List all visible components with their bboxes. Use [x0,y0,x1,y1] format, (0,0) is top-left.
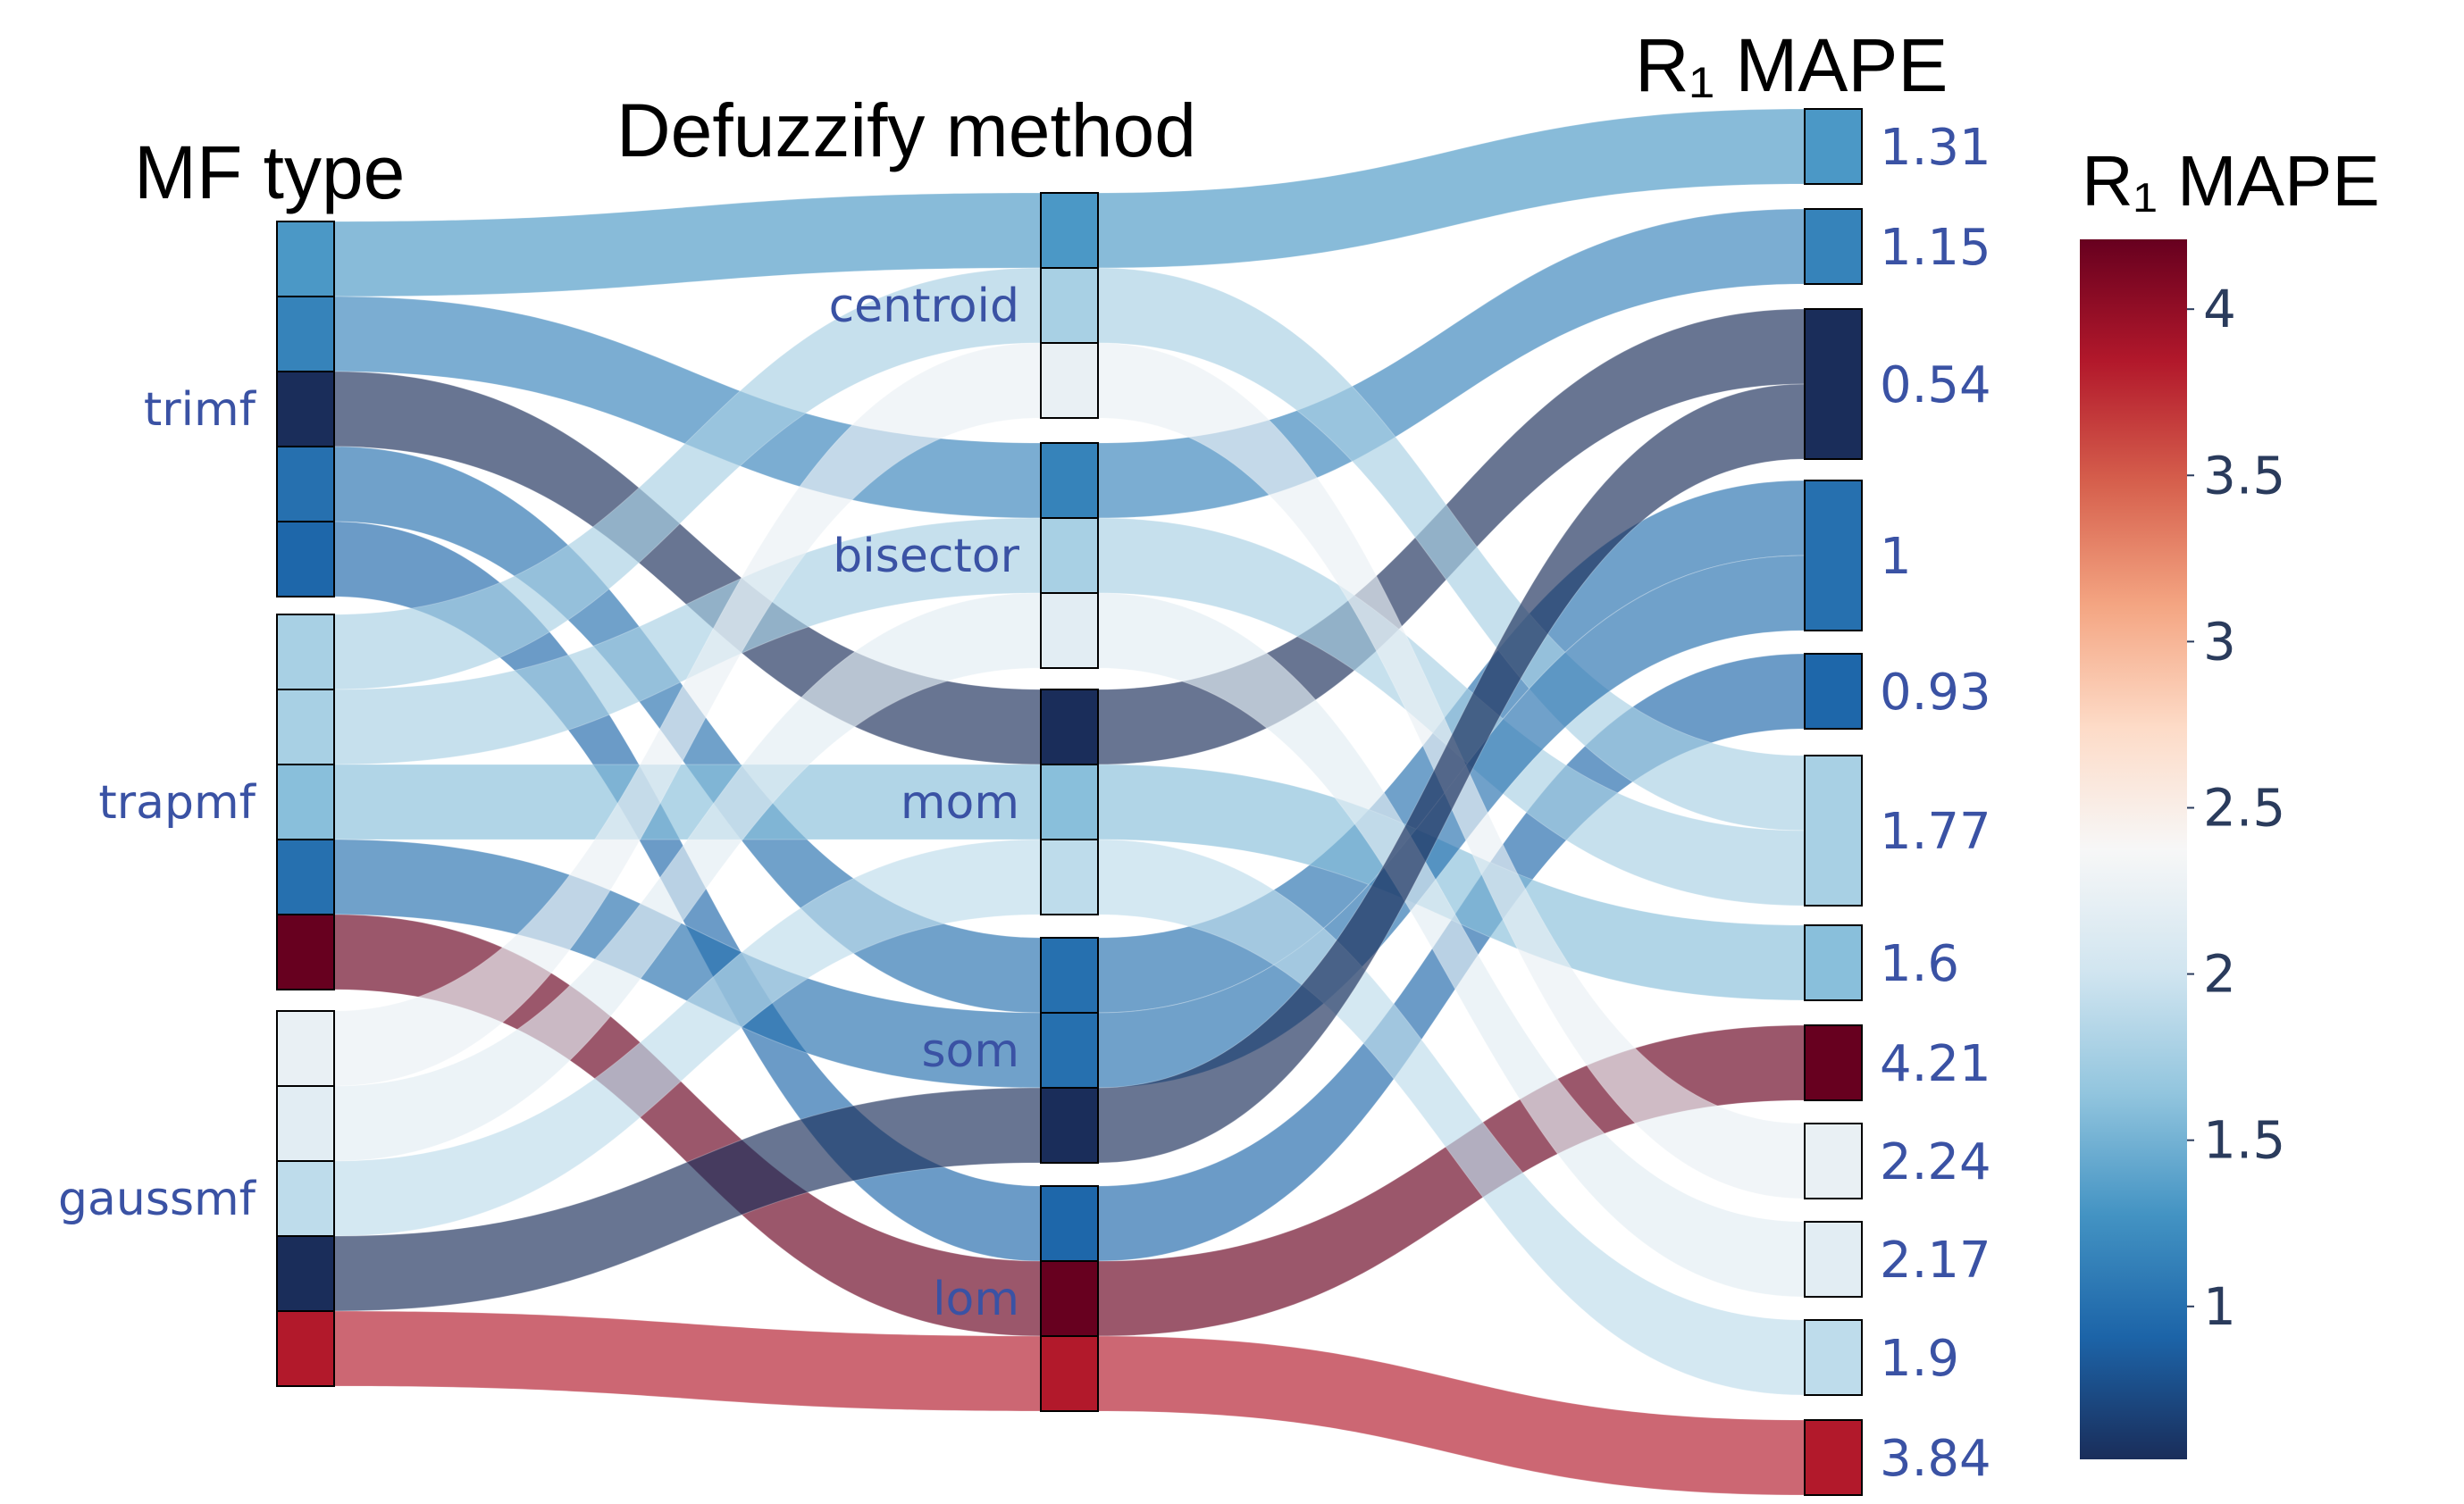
colorbar-title: R₁ MAPE [2082,141,2380,221]
sankey-nodes [276,108,1863,1496]
node-segment-lom [1040,1335,1099,1412]
mape-value-label: 1 [1880,528,1912,586]
colorbar-tick-label: 2.5 [2203,777,2285,838]
mape-value-label: 4.21 [1880,1035,1991,1093]
node-segment-mom [1040,839,1099,915]
colorbar: R₁ MAPE 1 1.5 2 2.5 3 3.5 4 [2080,141,2380,1459]
mape-column-title: R₁ MAPE [1635,23,1948,107]
sankey-links [333,108,1806,1496]
node-segment-centroid [1040,267,1099,344]
node-segment-trapmf [276,839,335,915]
node-segment-bisector [1040,592,1099,669]
node-mape-3-84 [1804,1419,1863,1496]
node-segment-centroid [1040,192,1099,269]
defuzz-label-mom: mom [901,776,1019,830]
node-segment-trimf [276,521,335,597]
node-segment-trimf [276,221,335,297]
mape-value-label: 2.24 [1880,1133,1991,1191]
node-mape-4-21 [1804,1024,1863,1101]
node-segment-lom [1040,1185,1099,1262]
node-segment-trapmf [276,914,335,990]
colorbar-gradient [2080,239,2187,1459]
colorbar-tick-label: 4 [2203,279,2236,339]
node-segment-bisector [1040,517,1099,594]
node-segment-trapmf [276,764,335,840]
colorbar-tick-label: 1.5 [2203,1110,2285,1171]
node-mape-2-17 [1804,1221,1863,1298]
node-segment-gaussmf [276,1160,335,1237]
colorbar-tick-label: 3.5 [2203,445,2285,506]
node-segment-gaussmf [276,1235,335,1312]
colorbar-tick-label: 2 [2203,944,2236,1005]
sankey-labels: 1.31 1.15 0.54 1 0.93 1.77 1.6 4.21 2.24 2.17 1.9 3… [58,119,1991,1488]
node-segment-lom [1040,1260,1099,1337]
node-segment-gaussmf [276,1310,335,1387]
colorbar-ticks: 1 1.5 2 2.5 3 3.5 4 [2187,279,2285,1337]
defuzz-label-bisector: bisector [833,530,1019,583]
node-mape-2-24 [1804,1123,1863,1199]
node-mape-0-93 [1804,653,1863,730]
node-segment-som [1040,1087,1099,1164]
mape-value-label: 3.84 [1880,1430,1991,1488]
node-segment-som [1040,1012,1099,1089]
node-mape-0-54 [1804,308,1863,460]
mape-value-label: 1.9 [1880,1330,1959,1388]
node-segment-bisector [1040,442,1099,519]
defuzz-label-centroid: centroid [829,280,1019,333]
node-mape-1-77 [1804,755,1863,907]
colorbar-tick-label: 1 [2203,1276,2236,1337]
node-segment-trimf [276,446,335,522]
node-segment-centroid [1040,342,1099,419]
node-mape-1-31 [1804,108,1863,185]
mf-type-label-trimf: trimf [144,383,257,437]
mape-value-label: 1.77 [1880,803,1991,861]
node-segment-trapmf [276,689,335,765]
node-segment-som [1040,937,1099,1014]
mape-value-label: 1.6 [1880,935,1959,993]
defuzzify-method-title: Defuzzify method [616,88,1196,172]
mape-value-label: 1.15 [1880,219,1991,277]
node-segment-trimf [276,371,335,447]
defuzz-label-lom: lom [933,1273,1019,1326]
mf-type-label-gaussmf: gaussmf [58,1173,257,1226]
node-segment-mom [1040,689,1099,765]
mape-value-label: 1.31 [1880,119,1991,177]
mf-type-title: MF type [134,130,405,214]
node-mape-1-9 [1804,1319,1863,1396]
node-mape-1-6 [1804,924,1863,1001]
node-mape-1 [1804,480,1863,631]
node-mape-1-15 [1804,208,1863,285]
defuzz-label-som: som [921,1024,1019,1078]
mape-value-label: 0.93 [1880,664,1991,722]
mape-value-label: 0.54 [1880,356,1991,414]
mape-value-label: 2.17 [1880,1232,1991,1290]
node-segment-mom [1040,764,1099,840]
colorbar-tick-label: 3 [2203,611,2236,672]
node-segment-trapmf [276,614,335,690]
node-segment-trimf [276,296,335,372]
node-segment-gaussmf [276,1085,335,1162]
mf-type-label-trapmf: trapmf [98,776,256,830]
node-segment-gaussmf [276,1010,335,1087]
